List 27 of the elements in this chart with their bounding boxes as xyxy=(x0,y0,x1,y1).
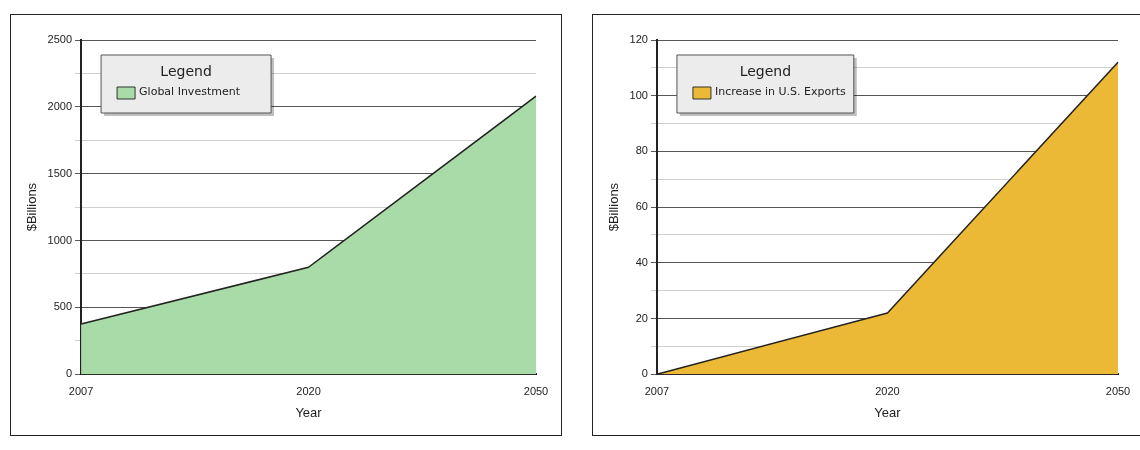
legend-title: Legend xyxy=(160,62,212,79)
y-tick-label: 80 xyxy=(635,144,648,157)
y-tick-label: 100 xyxy=(629,88,648,101)
y-tick-label: 2500 xyxy=(47,33,73,46)
y-tick-label: 0 xyxy=(641,367,648,380)
x-tick-label: 2020 xyxy=(875,384,900,397)
y-axis-title: $Billions xyxy=(24,182,40,232)
x-tick-label: 2007 xyxy=(68,384,94,397)
x-axis-title: Year xyxy=(874,404,902,420)
x-tick-label: 2020 xyxy=(296,384,321,397)
y-tick-label: 40 xyxy=(635,255,648,268)
y-tick-label: 500 xyxy=(53,300,73,313)
x-tick-label: 2050 xyxy=(1105,384,1131,397)
y-tick-label: 120 xyxy=(629,33,648,46)
y-tick-label: 1000 xyxy=(47,233,73,246)
y-tick-label: 60 xyxy=(635,200,648,213)
legend-label: Global Investment xyxy=(139,85,241,99)
y-tick-label: 2000 xyxy=(47,99,73,112)
x-axis-title: Year xyxy=(295,404,323,420)
y-axis-title: $Billions xyxy=(606,182,622,232)
y-tick-label: 20 xyxy=(635,311,648,324)
legend-title: Legend xyxy=(739,62,792,79)
legend-label: Increase in U.S. Exports xyxy=(714,85,847,99)
y-tick-label: 0 xyxy=(65,367,73,380)
x-tick-label: 2050 xyxy=(523,384,549,397)
y-tick-label: 1500 xyxy=(47,166,73,179)
x-tick-label: 2007 xyxy=(644,384,670,397)
